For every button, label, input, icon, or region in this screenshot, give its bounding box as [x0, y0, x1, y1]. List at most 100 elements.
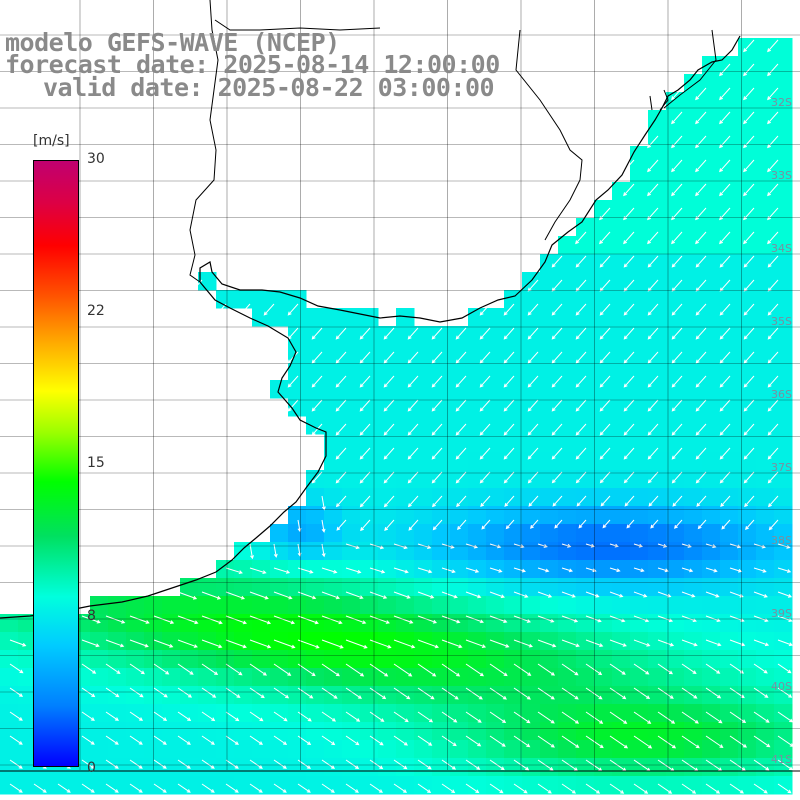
wind-arrow [201, 687, 217, 698]
wind-cell [414, 776, 433, 795]
wind-cell [666, 776, 685, 795]
wind-cell [414, 416, 433, 435]
wind-cell [666, 488, 685, 507]
wind-cell [234, 542, 253, 561]
wind-cell [432, 506, 451, 525]
wind-arrow [647, 231, 659, 245]
wind-cell [0, 650, 19, 669]
wind-cell [558, 776, 577, 795]
wind-cell [684, 632, 703, 651]
wind-cell [522, 380, 541, 399]
wind-cell [306, 596, 325, 615]
wind-arrow [719, 351, 731, 364]
wind-cell [738, 128, 757, 147]
wind-cell [324, 650, 343, 669]
wind-cell [630, 686, 649, 705]
wind-cell [450, 542, 469, 561]
wind-arrow [743, 471, 755, 484]
wind-cell [396, 434, 415, 453]
wind-arrow [201, 711, 216, 722]
wind-cell [396, 488, 415, 507]
wind-cell [576, 398, 595, 417]
wind-arrow [383, 495, 395, 508]
wind-cell [720, 308, 739, 327]
wind-cell [576, 596, 595, 615]
wind-arrow [9, 711, 23, 721]
lat-label: 41S [771, 753, 792, 766]
wind-cell [126, 650, 145, 669]
wind-cell [342, 506, 361, 525]
wind-cell [558, 434, 577, 453]
wind-arrow [287, 375, 299, 388]
wind-arrow [551, 327, 563, 340]
wind-cell [648, 434, 667, 453]
wind-arrow [345, 759, 360, 769]
wind-cell [648, 470, 667, 489]
wind-cell [594, 614, 613, 633]
wind-cell [612, 290, 631, 309]
wind-cell [270, 614, 289, 633]
wind-cell [126, 668, 145, 687]
wind-arrow [273, 783, 287, 793]
wind-arrow [335, 375, 347, 388]
wind-cell [774, 524, 793, 543]
wind-arrow [671, 255, 683, 268]
wind-cell [594, 434, 613, 453]
wind-cell [648, 542, 667, 561]
wind-arrow [383, 447, 395, 460]
wind-cell [486, 686, 505, 705]
wind-arrow [753, 735, 771, 748]
wind-cell [702, 74, 721, 93]
wind-cell [522, 524, 541, 543]
wind-cell [468, 560, 487, 579]
wind-cell [270, 308, 289, 327]
wind-cell [630, 218, 649, 237]
wind-arrow [273, 687, 290, 699]
wind-arrow [177, 639, 198, 648]
wind-arrow [513, 639, 533, 648]
wind-cell [270, 632, 289, 651]
wind-cell [468, 326, 487, 345]
wind-cell [540, 344, 559, 363]
wind-arrow [681, 735, 700, 749]
wind-cell [720, 614, 739, 633]
wind-cell [522, 596, 541, 615]
wind-cell [558, 452, 577, 471]
wind-cell [702, 344, 721, 363]
wind-arrow [417, 687, 435, 700]
wind-arrow [455, 399, 467, 412]
wind-cell [630, 254, 649, 273]
wind-arrow [719, 231, 731, 245]
wind-arrow [479, 327, 491, 340]
wind-arrow [105, 663, 121, 674]
wind-cell [432, 650, 451, 669]
wind-arrow [81, 783, 95, 793]
wind-cell [306, 722, 325, 741]
wind-cell [450, 416, 469, 435]
wind-cell [558, 542, 577, 561]
wind-arrow [441, 711, 458, 723]
wind-cell [234, 560, 253, 579]
wind-cell [252, 722, 271, 741]
wind-arrow [455, 471, 467, 484]
wind-cell [450, 344, 469, 363]
wind-cell [576, 434, 595, 453]
wind-cell [738, 650, 757, 669]
wind-arrow [647, 327, 659, 340]
wind-cell [468, 506, 487, 525]
wind-arrow [743, 231, 755, 245]
wind-cell [702, 524, 721, 543]
wind-cell [216, 758, 235, 777]
wind-cell [324, 776, 343, 795]
wind-cell [738, 164, 757, 183]
wind-arrow [441, 591, 458, 599]
wind-cell [702, 236, 721, 255]
wind-arrow [609, 735, 629, 749]
wind-cell [540, 506, 559, 525]
wind-arrow [719, 375, 731, 388]
wind-cell [18, 776, 37, 795]
wind-cell [594, 758, 613, 777]
wind-cell [540, 290, 559, 309]
wind-arrow [575, 327, 587, 340]
wind-cell [738, 452, 757, 471]
